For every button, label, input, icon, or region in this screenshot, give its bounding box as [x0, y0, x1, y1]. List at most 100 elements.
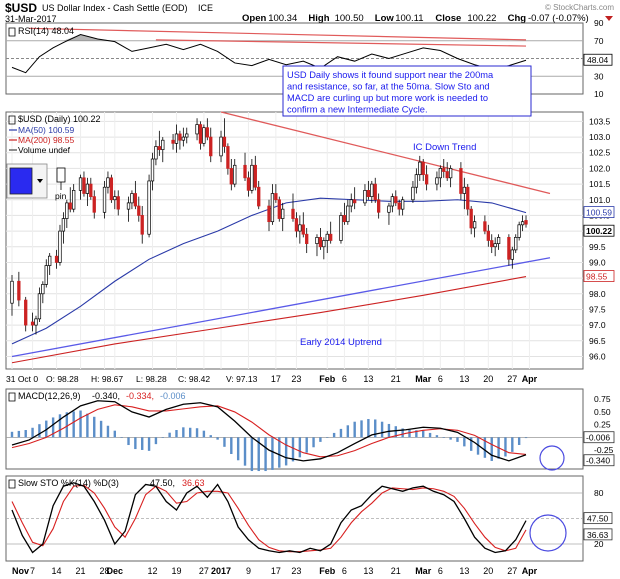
- price-value-label: 100.22: [586, 226, 612, 236]
- macd-histogram-bar: [367, 419, 370, 438]
- x-axis-label: 9: [246, 566, 251, 576]
- candle-body: [305, 233, 309, 244]
- candle-body: [390, 196, 395, 207]
- rsi-trendline: [29, 27, 527, 41]
- uptrend-line: [11, 257, 551, 358]
- macd-value-label: -0.340: [586, 456, 610, 466]
- macd-signal-value: -0.334,: [126, 391, 154, 401]
- candle-body: [322, 240, 326, 248]
- macd-histogram-bar: [394, 426, 397, 438]
- close-value: 100.22: [467, 13, 496, 24]
- macd-histogram-bar: [168, 432, 171, 438]
- ma200-line: [11, 276, 527, 364]
- candle-body: [126, 202, 131, 210]
- macd-title: MACD(12,26,9): [18, 391, 81, 401]
- mid-date-label: 13: [459, 374, 469, 384]
- ic-down-trendline: [220, 111, 551, 195]
- sto-settings-icon[interactable]: [8, 479, 16, 489]
- candle-body: [78, 177, 83, 191]
- rsi-trendline: [155, 39, 527, 47]
- candle-body: [291, 208, 295, 219]
- candle-body: [44, 265, 48, 285]
- macd-histogram-bar: [257, 437, 260, 472]
- legend-entry: MA(50) 100.59: [18, 125, 74, 135]
- candle-body: [490, 240, 494, 248]
- candle-body: [377, 199, 381, 213]
- candle-body: [294, 218, 299, 232]
- chevron-down-icon[interactable]: [37, 179, 43, 183]
- macd-histogram-bar: [305, 437, 308, 453]
- candle-body: [496, 237, 501, 244]
- macd-histogram-bar: [449, 437, 452, 440]
- sto-title: Slow STO %K(14) %D(3): [18, 478, 119, 488]
- candle-body: [493, 243, 497, 248]
- candle-body: [329, 233, 333, 241]
- annotation-text-line: confirm a new Intermediate Cycle.: [287, 105, 428, 115]
- x-axis-label: 14: [52, 566, 62, 576]
- macd-histogram-bar: [134, 437, 137, 450]
- macd-histogram-bar: [401, 428, 404, 438]
- price-tick-label: 98.0: [589, 289, 606, 299]
- macd-value: -0.340,: [92, 391, 120, 401]
- rsi-settings-icon[interactable]: [8, 27, 16, 37]
- price-settings-icon[interactable]: [8, 115, 16, 125]
- macd-histogram-bar: [284, 437, 288, 466]
- candle-body: [370, 183, 374, 197]
- macd-histogram-bar: [147, 437, 151, 451]
- macd-histogram-bar: [79, 410, 82, 438]
- candle-body: [17, 280, 21, 301]
- candle-body: [424, 174, 429, 185]
- candle-body: [253, 164, 257, 188]
- mid-date-label: 17: [271, 374, 281, 384]
- candle-body: [442, 168, 446, 172]
- macd-histogram-bar: [120, 437, 123, 438]
- candle-body: [411, 186, 415, 201]
- candle-body: [178, 133, 182, 141]
- sto-value-label: 36.63: [587, 530, 609, 540]
- macd-histogram-bar: [58, 414, 62, 438]
- candle-body: [209, 136, 213, 157]
- x-axis-label: 23: [291, 566, 301, 576]
- rsi-title: RSI(14) 48.04: [18, 26, 74, 36]
- candle-body: [106, 177, 110, 188]
- candle-body: [10, 280, 14, 304]
- macd-histogram-bar: [360, 420, 363, 438]
- open-value: 100.34: [268, 13, 297, 24]
- sto-d-value: 36.63: [182, 478, 205, 488]
- instrument-name: US Dollar Index - Cash Settle (EOD): [42, 3, 188, 13]
- macd-histogram-bar: [141, 437, 144, 450]
- candle-body: [61, 218, 66, 232]
- candle-body: [483, 221, 487, 232]
- x-axis-label: 27: [507, 566, 517, 576]
- macd-histogram-bar: [312, 437, 315, 448]
- mid-date-label: 6: [438, 374, 443, 384]
- price-panel-frame: [5, 111, 584, 370]
- candle-body: [459, 168, 463, 194]
- macd-histogram-bar: [442, 437, 445, 438]
- macd-settings-icon[interactable]: [8, 392, 16, 402]
- candle-body: [274, 193, 278, 201]
- rsi-value-label: 48.04: [587, 55, 609, 65]
- rsi-tick-label: 30: [594, 71, 604, 81]
- macd-histogram-bar: [250, 437, 254, 472]
- price-value-box: [583, 224, 615, 237]
- candle-body: [92, 196, 96, 213]
- pin-icon[interactable]: [56, 167, 66, 183]
- candle-body: [353, 199, 357, 204]
- close-label: Close: [435, 13, 461, 24]
- down-arrow-icon: [605, 16, 613, 21]
- rsi-tick-label: 70: [594, 36, 604, 46]
- price-value-label: 98.55: [586, 272, 608, 282]
- x-axis-label: 21: [76, 566, 86, 576]
- price-value-box: [583, 270, 615, 282]
- candle-body: [24, 299, 28, 326]
- candle-body: [366, 190, 371, 197]
- high-value: 100.50: [335, 13, 364, 24]
- sto-value-box: [583, 512, 613, 525]
- candle-body: [342, 215, 347, 223]
- mid-date-label: Mar: [415, 374, 432, 384]
- high-label: High: [308, 13, 329, 24]
- macd-value-label: -0.006: [586, 433, 610, 443]
- macd-histogram-bar: [175, 430, 178, 438]
